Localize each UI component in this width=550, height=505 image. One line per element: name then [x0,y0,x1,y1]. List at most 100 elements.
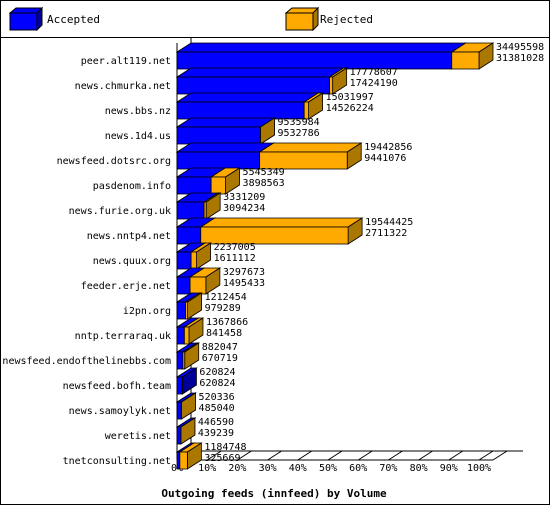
data-label-total: 15031997 [326,92,374,103]
data-label-accepted: 485040 [199,403,235,414]
data-label-accepted: 670719 [202,353,238,364]
bar-rejected [259,151,348,170]
bar-accepted [176,301,186,320]
x-axis-label: Outgoing feeds (innfeed) by Volume [161,487,387,500]
data-label-total: 34495598 [496,42,544,53]
x-tick-mark [357,450,373,461]
data-label-accepted: 1611112 [214,253,256,264]
bar-rejected [179,451,188,470]
data-label-total: 9535984 [277,117,319,128]
x-tick-label: 50% [319,463,337,474]
data-label-accepted: 9532786 [277,128,319,139]
bar-rejected [190,251,197,270]
x-tick-label: 40% [289,463,307,474]
data-label-total: 620824 [199,367,235,378]
legend-label-rejected: Rejected [320,13,373,26]
data-label-accepted: 9441076 [364,153,406,164]
data-label-total: 3331209 [223,192,265,203]
category-label: news.chmurka.net [75,81,171,92]
data-label-accepted: 841458 [206,328,242,339]
x-tick-label: 70% [379,463,397,474]
bar-accepted [176,251,192,270]
bar-accepted [176,276,191,295]
bar-accepted [176,226,202,245]
category-label: newsfeed.dotsrc.org [57,156,171,167]
bar-rejected [183,326,190,345]
bar-rejected [189,276,207,295]
legend-item-rejected: Rejected [281,1,481,37]
data-label-total: 1212454 [205,292,247,303]
bar-rejected [185,301,189,320]
bar-rejected [303,101,310,120]
x-tick-mark [297,450,313,461]
bar-rejected [203,201,207,220]
data-label-accepted: 1495433 [223,278,265,289]
data-label-total: 520336 [199,392,235,403]
x-tick-mark [448,450,464,461]
data-label-accepted: 439239 [198,428,234,439]
data-label-accepted: 14526224 [326,103,374,114]
legend: Accepted Rejected [1,1,549,38]
x-tick-label: 30% [259,463,277,474]
x-tick-label: 80% [410,463,428,474]
x-tick-label: 100% [467,463,491,474]
bar-accepted [176,326,185,345]
data-label-total: 1184748 [204,442,246,453]
bar-rejected [200,226,349,245]
data-label-accepted: 31381028 [496,53,544,64]
category-label: feeder.erje.net [81,281,171,292]
bar-accepted [176,201,205,220]
category-label: news.quux.org [93,256,171,267]
bar-rejected [329,76,334,95]
category-label: news.furie.org.uk [69,206,171,217]
category-label: peer.alt119.net [81,56,171,67]
data-label-total: 1367866 [206,317,248,328]
x-tick-mark [267,450,282,461]
category-label: pasdenom.info [93,181,171,192]
data-label-accepted: 3094234 [223,203,265,214]
data-label-accepted: 2711322 [365,228,407,239]
bar-accepted [176,376,183,395]
x-tick-label: 20% [228,463,246,474]
category-label: newsfeed.endofthelinebbs.com [2,356,171,367]
x-tick-label: 60% [349,463,367,474]
category-label: i2pn.org [123,306,171,317]
data-label-total: 3297673 [223,267,265,278]
bar-accepted [176,451,181,470]
data-label-accepted: 3898563 [243,178,285,189]
category-label: news.bbs.nz [105,106,171,117]
data-label-total: 5545349 [243,167,285,178]
category-label: weretis.net [105,431,171,442]
data-label-total: 446590 [198,417,234,428]
bar-chart: 0%10%20%30%40%50%60%70%80%90%100%Outgoin… [2,37,544,500]
bar-accepted [176,51,453,70]
bar-accepted [176,351,184,370]
data-label-accepted: 325669 [204,453,240,464]
data-label-total: 17778607 [350,67,398,78]
x-tick-mark [327,450,343,461]
bar-accepted-top [175,67,345,78]
data-label-accepted: 17424190 [350,78,398,89]
x-tick-label: 10% [198,463,216,474]
category-label: news.1d4.us [105,131,171,142]
bar-accepted [176,176,212,195]
category-label: newsfeed.bofh.team [63,381,171,392]
legend-label-accepted: Accepted [47,13,100,26]
data-label-total: 882047 [202,342,238,353]
category-label: tnetconsulting.net [63,456,171,467]
category-label: nntp.terraraq.uk [75,331,171,342]
axis-corner-right [492,450,508,461]
legend-swatch-rejected [285,7,319,31]
data-label-total: 19544425 [365,217,413,228]
data-label-total: 2237005 [214,242,256,253]
x-tick-mark [388,450,403,461]
bar-accepted-top [175,117,276,128]
data-label-total: 19442856 [364,142,412,153]
bar-rejected [451,51,480,70]
data-label-accepted: 620824 [199,378,235,389]
data-label-accepted: 979289 [205,303,241,314]
bar-accepted-top [175,42,468,53]
category-label: news.samoylyk.net [69,406,171,417]
bar-accepted [176,76,330,95]
x-tick-mark [237,450,252,461]
